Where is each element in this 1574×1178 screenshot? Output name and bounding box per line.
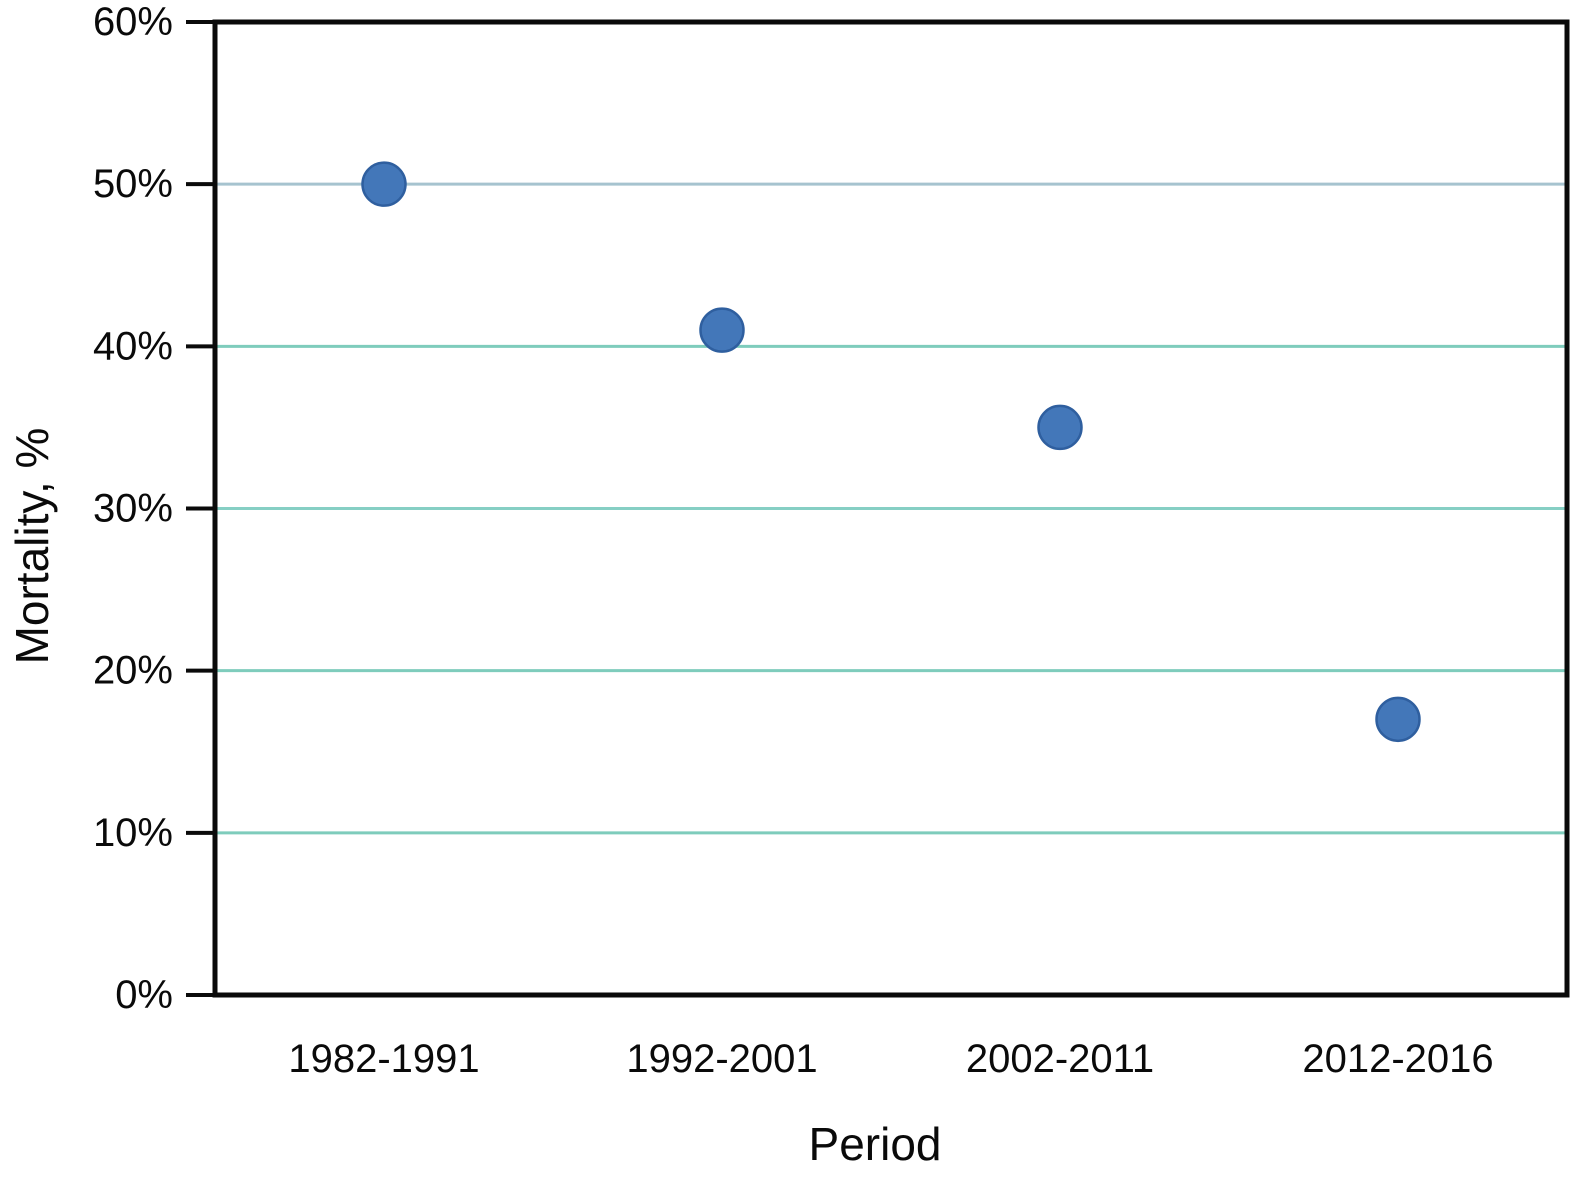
data-point-2012-2016	[1375, 696, 1421, 743]
x-tick-label-1982-1991: 1982-1991	[288, 1037, 479, 1081]
x-tick-label-2012-2016: 2012-2016	[1302, 1037, 1493, 1081]
data-point-1982-1991	[361, 161, 407, 207]
y-axis-ticks: 0% 10% 20% 30% 40% 50% 60%	[93, 0, 215, 1017]
y-tick-label-60: 60%	[93, 0, 173, 44]
gridlines	[215, 182, 1567, 835]
y-tick-label-50: 50%	[93, 162, 173, 206]
y-axis-title: Mortality, %	[6, 428, 58, 665]
y-tick-label-20: 20%	[93, 649, 173, 693]
y-tick-label-30: 30%	[93, 487, 173, 531]
data-points	[361, 161, 1421, 743]
x-axis-title: Period	[809, 1118, 942, 1170]
x-tick-label-1992-2001: 1992-2001	[626, 1037, 817, 1081]
x-tick-label-2002-2011: 2002-2011	[966, 1037, 1154, 1081]
y-tick-label-10: 10%	[93, 811, 173, 855]
y-tick-label-40: 40%	[93, 324, 173, 368]
x-axis-tick-labels: 1982-1991 1992-2001 2002-2011 2012-2016	[288, 1037, 1493, 1081]
data-point-1992-2001	[699, 307, 745, 353]
y-tick-label-0: 0%	[115, 973, 173, 1017]
data-point-2002-2011	[1037, 404, 1083, 451]
